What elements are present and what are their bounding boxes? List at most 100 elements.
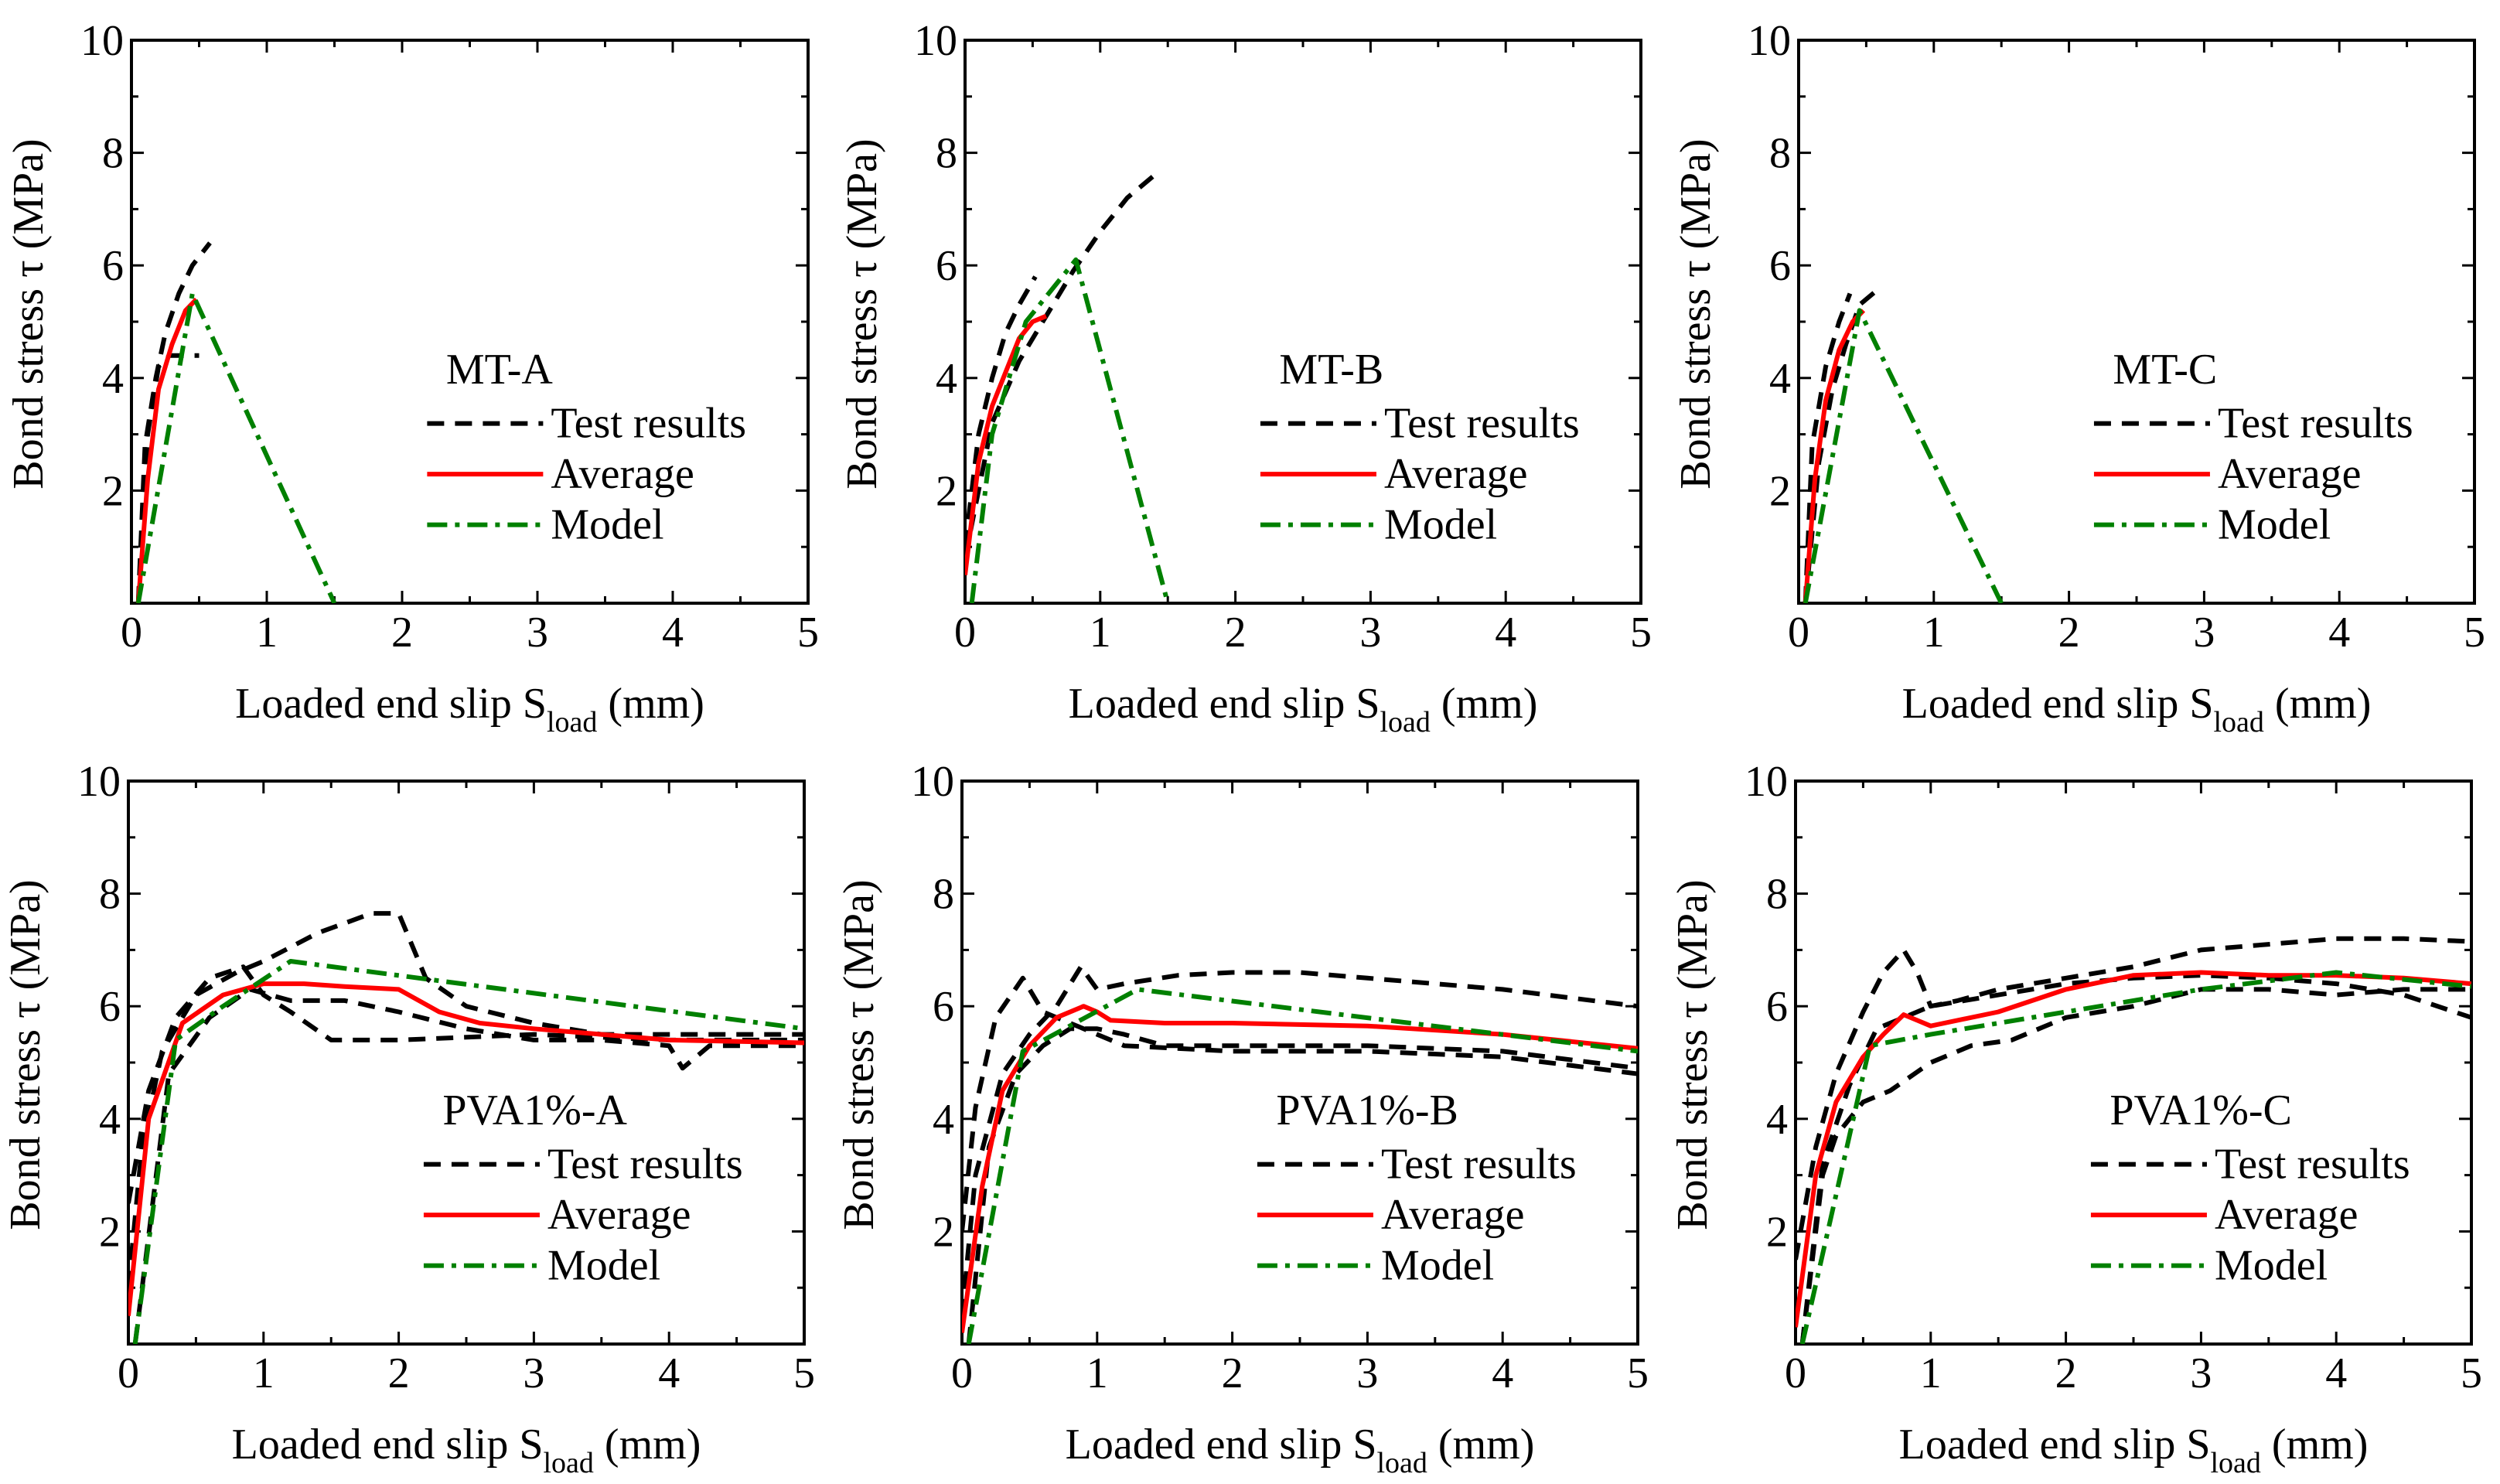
- y-tick-label: 8: [102, 130, 124, 178]
- legend-label-test: Test results: [2215, 1141, 2410, 1189]
- chart-panel-mt-c: 0 1 2 3 4 5 2 4 6 8 10 Loaded end slip Sload (mm) Bo…: [1672, 17, 2485, 739]
- legend-label-average: Average: [2215, 1191, 2358, 1239]
- x-tick-label: 3: [2190, 1349, 2212, 1397]
- legend-label-test: Test results: [1384, 400, 1580, 448]
- y-tick-label: 10: [914, 17, 957, 65]
- panel-label: MT-B: [1279, 346, 1383, 394]
- x-tick-label: 1: [1086, 1349, 1108, 1397]
- x-axis-title: Loaded end slip Sload (mm): [1899, 1421, 2369, 1479]
- y-tick-label: 6: [936, 242, 957, 290]
- x-tick-label: 2: [391, 609, 413, 657]
- x-tick-label: 0: [118, 1349, 139, 1397]
- plot-frame: [130, 39, 810, 605]
- series-group: [1803, 285, 2004, 603]
- y-tick-label: 2: [936, 467, 957, 515]
- y-tick-label: 2: [933, 1208, 954, 1256]
- y-tick-label: 6: [933, 983, 954, 1031]
- series-line-test-2: [1799, 973, 2471, 1344]
- legend-label-model: Model: [551, 501, 663, 549]
- x-tick-label: 4: [1492, 1349, 1513, 1397]
- x-tick-label: 1: [256, 609, 278, 657]
- y-tick-label: 8: [1766, 871, 1788, 919]
- y-tick-label: 6: [1766, 983, 1788, 1031]
- y-tick-label: 10: [80, 17, 124, 65]
- plot-frame: [964, 39, 1642, 605]
- panel-label: PVA1%-C: [2109, 1087, 2291, 1134]
- legend-label-model: Model: [2218, 501, 2331, 549]
- series-line-test-3: [132, 987, 804, 1344]
- series-line-test-1: [1803, 292, 1853, 603]
- x-tick-label: 0: [121, 609, 142, 657]
- y-tick-label: 4: [102, 355, 124, 403]
- series-line-model-5: [132, 959, 804, 1344]
- x-tick-label: 4: [658, 1349, 680, 1397]
- series-line-test-1: [962, 975, 1638, 1232]
- legend-label-model: Model: [547, 1242, 660, 1290]
- series-line-model-4: [135, 291, 337, 603]
- series-line-model-4: [969, 257, 1171, 603]
- x-tick-label: 0: [954, 609, 976, 657]
- x-tick-label: 1: [1090, 609, 1111, 657]
- plot-frame: [127, 780, 806, 1346]
- series-line-model-5: [966, 987, 1638, 1344]
- series-line-test-3: [966, 1026, 1638, 1344]
- y-tick-label: 6: [1769, 242, 1791, 290]
- series-line-average-3: [135, 297, 199, 603]
- legend-label-average: Average: [1381, 1191, 1525, 1239]
- y-tick-label: 2: [102, 467, 124, 515]
- x-tick-label: 0: [1788, 609, 1809, 657]
- x-tick-label: 2: [1222, 1349, 1243, 1397]
- series-group: [135, 241, 337, 603]
- x-tick-label: 2: [1225, 609, 1247, 657]
- chart-panel-mt-b: 0 1 2 3 4 5 2 4 6 8 10 Loaded end slip Sload (mm) Bo…: [838, 17, 1652, 739]
- y-axis-title: Bond stress τ (MPa): [5, 138, 53, 489]
- legend-label-test: Test results: [547, 1141, 743, 1189]
- y-tick-label: 8: [933, 871, 954, 919]
- x-tick-label: 5: [2461, 1349, 2482, 1397]
- y-tick-label: 8: [936, 130, 957, 178]
- x-tick-label: 0: [1785, 1349, 1806, 1397]
- x-tick-label: 4: [1495, 609, 1516, 657]
- y-axis-title: Bond stress τ (MPa): [838, 138, 886, 489]
- x-tick-label: 1: [1923, 609, 1945, 657]
- series-line-test-2: [135, 353, 200, 603]
- panel-label: MT-C: [2113, 346, 2217, 394]
- plot-frame: [1794, 780, 2473, 1346]
- x-tick-label: 5: [793, 1349, 815, 1397]
- series-group: [962, 964, 1638, 1344]
- series-group: [128, 911, 804, 1344]
- series-line-test-1: [135, 241, 212, 603]
- x-tick-label: 4: [662, 609, 684, 657]
- y-tick-label: 10: [1748, 17, 1791, 65]
- chart-panel-mt-a: 0 1 2 3 4 5 2 4 6 8 10 Loaded end slip Sload (mm) Bo…: [5, 17, 819, 739]
- x-tick-label: 4: [2325, 1349, 2347, 1397]
- x-tick-label: 2: [2058, 609, 2080, 657]
- legend-label-average: Average: [1384, 450, 1528, 498]
- x-tick-label: 4: [2328, 609, 2350, 657]
- x-tick-label: 5: [1627, 1349, 1649, 1397]
- chart-panel-pva1-c: 0 1 2 3 4 5 2 4 6 8 10 Loaded end slip Sload (mm) Bo…: [1669, 758, 2482, 1479]
- y-tick-label: 10: [911, 758, 954, 806]
- y-tick-label: 4: [936, 355, 957, 403]
- y-tick-label: 6: [102, 242, 124, 290]
- legend-label-average: Average: [2218, 450, 2362, 498]
- series-line-test-1: [965, 275, 1038, 548]
- y-tick-label: 8: [1769, 130, 1791, 178]
- legend-label-average: Average: [547, 1191, 691, 1239]
- panel-label: PVA1%-B: [1276, 1087, 1458, 1134]
- y-tick-label: 6: [99, 983, 121, 1031]
- legend-label-model: Model: [1381, 1242, 1494, 1290]
- legend-label-model: Model: [2215, 1242, 2328, 1290]
- x-tick-label: 2: [388, 1349, 410, 1397]
- x-axis-title: Loaded end slip Sload (mm): [232, 1421, 701, 1479]
- x-axis-title: Loaded end slip Sload (mm): [1066, 1421, 1535, 1479]
- panel-label: MT-A: [446, 346, 554, 394]
- series-line-test-2: [1803, 285, 1881, 603]
- legend-label-test: Test results: [551, 400, 746, 448]
- series-line-average-4: [1796, 970, 2471, 1328]
- series-line-average-3: [1803, 309, 1866, 603]
- legend-label-average: Average: [551, 450, 694, 498]
- series-line-model-4: [1803, 308, 2004, 603]
- y-tick-label: 4: [933, 1096, 954, 1144]
